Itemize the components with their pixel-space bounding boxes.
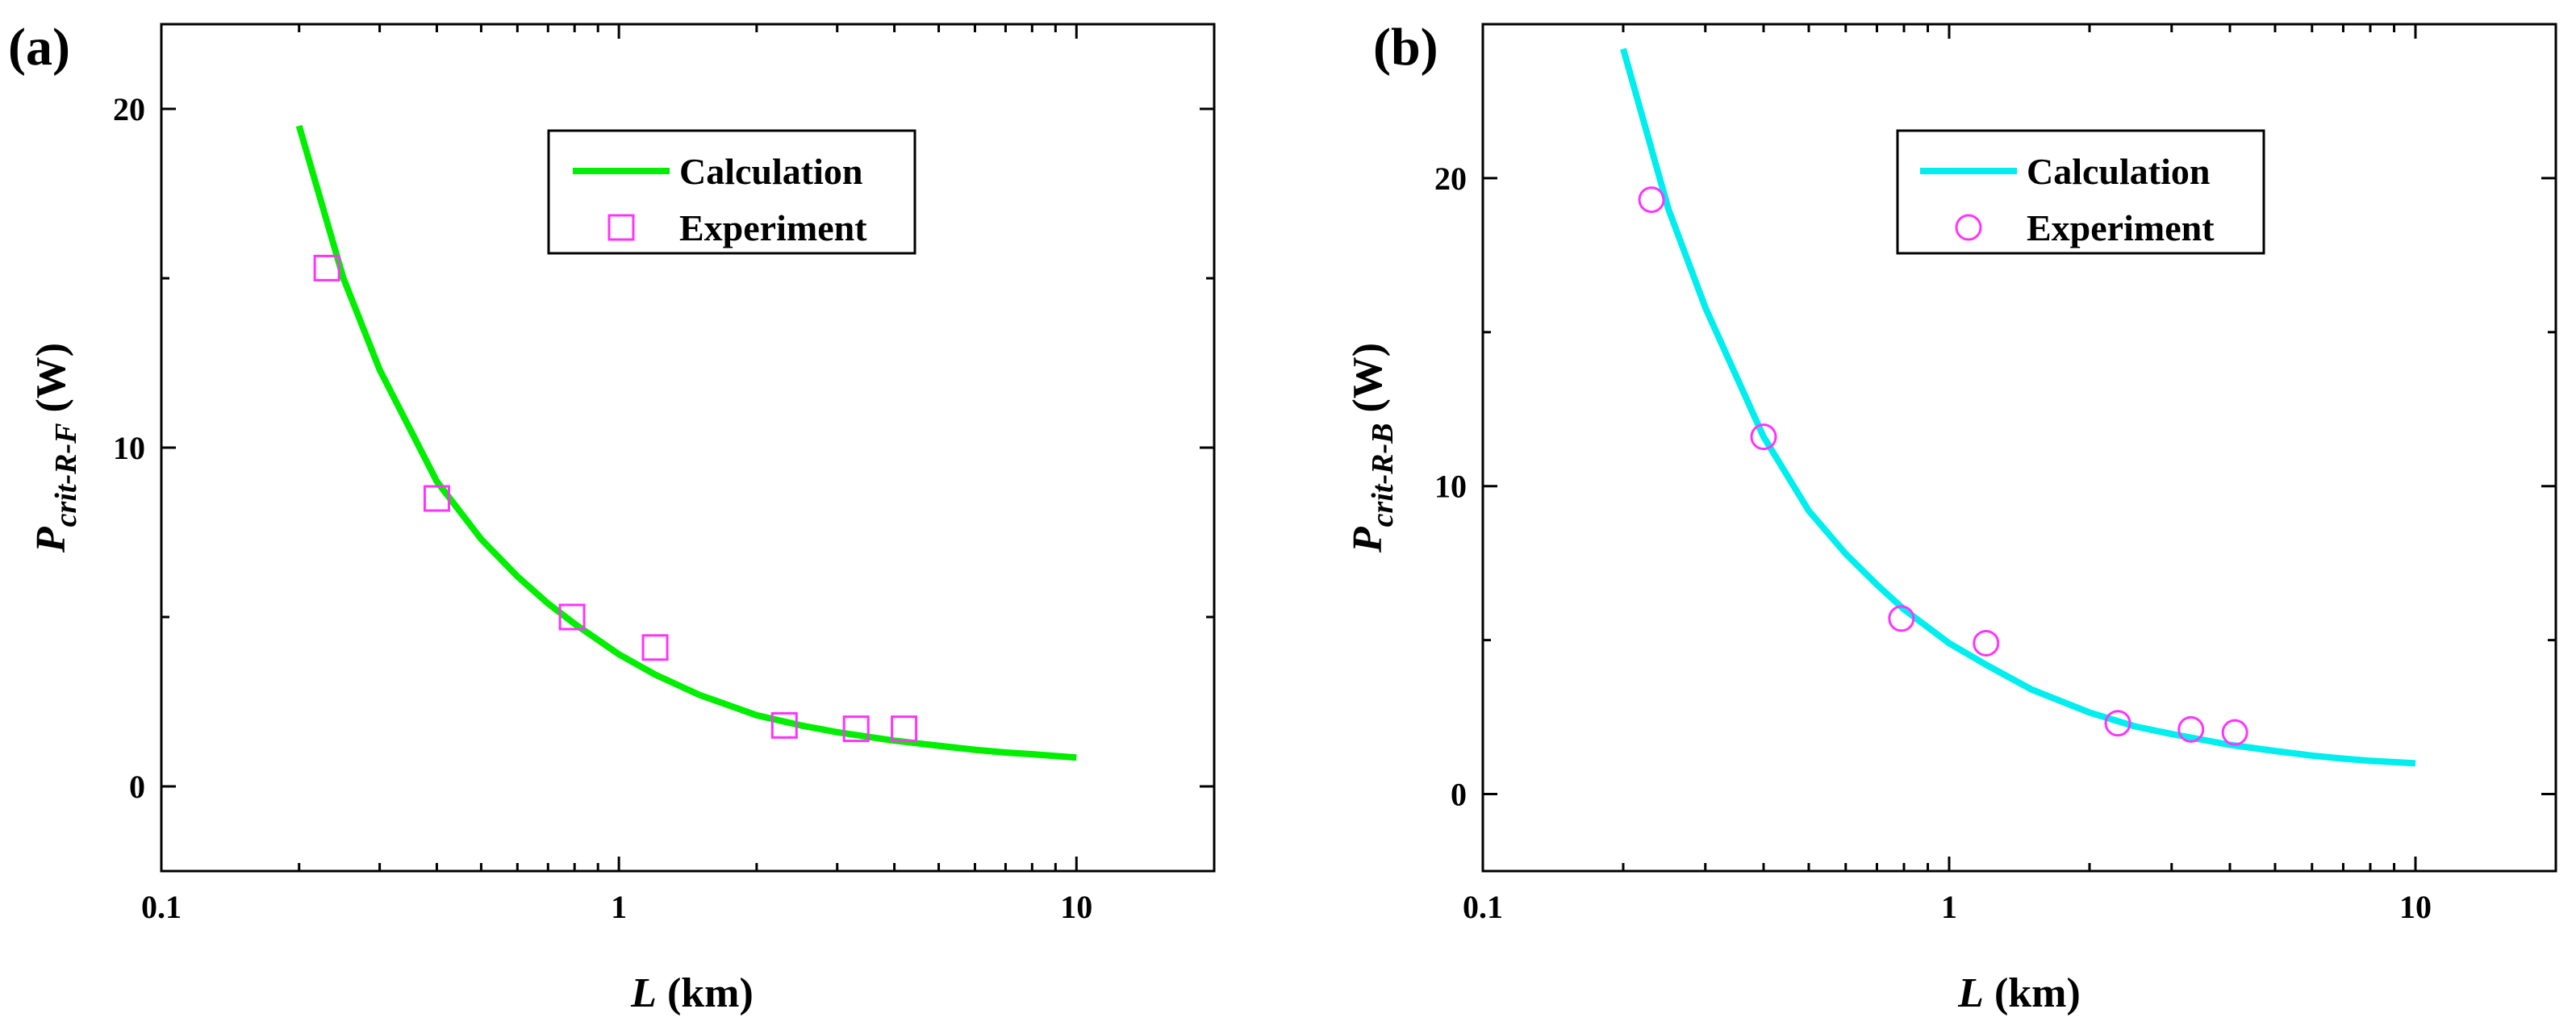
experiment-point	[2177, 715, 2205, 743]
tick-labels-a: 0.1 1 10 0 10 20	[113, 91, 1092, 925]
y-axis-var-a: P	[28, 526, 74, 553]
y-tick-label: 0	[1451, 777, 1467, 813]
experiment-point	[1888, 605, 1915, 632]
experiment-point	[2104, 710, 2131, 737]
legend-b: Calculation Experiment	[1896, 129, 2265, 255]
y-tick-label: 10	[113, 430, 145, 466]
y-axis-unit-a: (W)	[28, 343, 74, 423]
legend-marker-circle	[1955, 214, 1982, 241]
series-layer-b	[1620, 48, 2416, 767]
plot-frame-b	[1481, 23, 2557, 873]
x-axis-title-b: L (km)	[1957, 970, 2081, 1016]
y-axis-unit-b: (W)	[1345, 343, 1391, 423]
legend-label-experiment-b: Experiment	[2027, 207, 2215, 248]
legend-marker-swatch-b	[1955, 214, 1982, 241]
x-axis-unit-b: (km)	[1984, 970, 2081, 1016]
series-layer-a	[295, 124, 1077, 761]
legend-marker-swatch-a	[607, 214, 635, 241]
x-axis-var-b: L	[1957, 970, 1984, 1016]
legend-marker-square	[607, 214, 635, 241]
experiment-point	[1973, 629, 2000, 657]
experiment-point	[2221, 719, 2248, 746]
x-axis-unit-a: (km)	[657, 970, 754, 1016]
ticks-b	[1481, 24, 2556, 871]
experiment-point	[558, 603, 586, 631]
x-tick-label: 10	[1060, 889, 1092, 925]
y-tick-label: 10	[1434, 469, 1467, 505]
chart-panel-a: (a) 0.1 1 10 0 10 20 L (km) Pcrit-R-F (W) Cal…	[8, 18, 1216, 1016]
x-tick-label: 0.1	[1463, 889, 1503, 925]
calculation-line	[1620, 48, 2416, 767]
panel-label-a: (a)	[8, 18, 70, 77]
calculation-line	[295, 124, 1077, 761]
y-axis-sub-b: crit-R-B	[1366, 423, 1400, 527]
ticks-a	[160, 24, 1214, 871]
experiment-point	[641, 634, 669, 661]
experiment-point	[423, 485, 450, 512]
y-tick-label: 20	[113, 91, 145, 127]
experiment-point	[842, 715, 870, 743]
legend-a: Calculation Experiment	[547, 129, 916, 255]
x-tick-label: 1	[611, 889, 627, 925]
experiment-point	[1638, 186, 1665, 214]
x-axis-var-a: L	[630, 970, 657, 1016]
experiment-point	[313, 254, 340, 281]
experiment-point	[891, 715, 918, 743]
legend-label-experiment-a: Experiment	[679, 207, 867, 248]
y-tick-label: 20	[1434, 161, 1467, 197]
panel-label-b: (b)	[1373, 18, 1438, 77]
experiment-point	[770, 711, 798, 739]
x-tick-label: 10	[2399, 889, 2432, 925]
legend-label-calculation-a: Calculation	[679, 151, 862, 192]
chart-panel-b: (b) 0.1 1 10 0 10 20 L (km) Pcrit-R-B (W) Cal…	[1345, 18, 2557, 1016]
y-axis-title-a: Pcrit-R-F (W)	[28, 343, 83, 553]
x-tick-label: 0.1	[141, 889, 182, 925]
experiment-point	[1750, 423, 1777, 451]
tick-labels-b: 0.1 1 10 0 10 20	[1434, 161, 2432, 925]
y-axis-var-b: P	[1345, 526, 1391, 553]
y-tick-label: 0	[129, 769, 145, 805]
x-tick-label: 1	[1941, 889, 1957, 925]
y-axis-title-b: Pcrit-R-B (W)	[1345, 343, 1400, 553]
x-axis-title-a: L (km)	[630, 970, 754, 1016]
legend-label-calculation-b: Calculation	[2027, 151, 2210, 192]
y-axis-sub-a: crit-R-F	[49, 423, 83, 527]
